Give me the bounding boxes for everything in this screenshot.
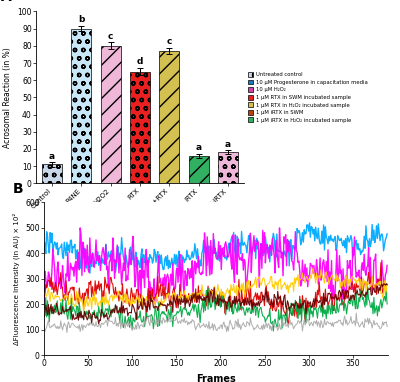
Text: B: B xyxy=(13,182,24,196)
Bar xyxy=(101,46,121,183)
Text: a: a xyxy=(49,152,55,161)
X-axis label: Frames: Frames xyxy=(196,374,236,382)
Bar xyxy=(130,72,150,183)
Y-axis label: Acrosomal Reaction (in %): Acrosomal Reaction (in %) xyxy=(3,47,12,148)
Text: a: a xyxy=(225,140,231,149)
Bar xyxy=(159,51,179,183)
Text: a: a xyxy=(196,143,202,152)
Bar xyxy=(72,29,91,183)
Text: c: c xyxy=(167,37,172,46)
Bar xyxy=(42,164,62,183)
Legend: Untreated control, 10 μM Progesterone in capacitation media, 10 μM H₂O₂, 1 μM RT: Untreated control, 10 μM Progesterone in… xyxy=(248,72,368,123)
Text: A: A xyxy=(1,0,11,4)
Y-axis label: ΔFluorescence Intensity (in AU) × 10²: ΔFluorescence Intensity (in AU) × 10² xyxy=(12,213,20,345)
Text: d: d xyxy=(137,57,143,66)
Bar xyxy=(218,152,238,183)
Text: c: c xyxy=(108,32,113,40)
Text: b: b xyxy=(78,15,84,24)
Bar xyxy=(189,156,208,183)
